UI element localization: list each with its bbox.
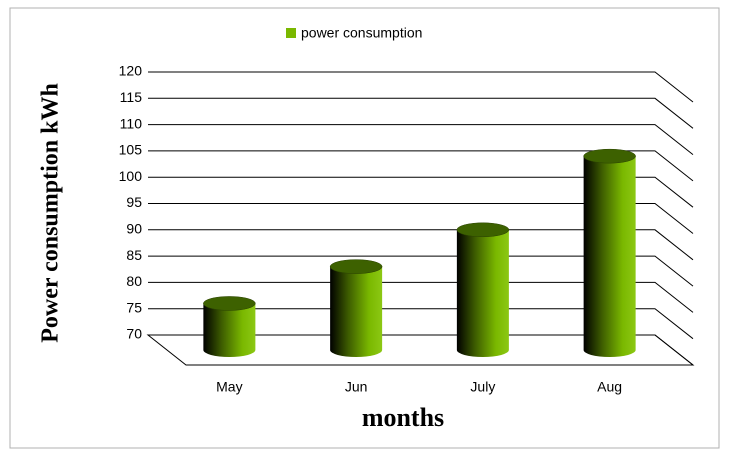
grid-line	[148, 334, 694, 366]
y-tick-label: 90	[126, 221, 142, 237]
x-tick-label: Jun	[345, 379, 368, 395]
y-tick-label: 85	[126, 247, 142, 263]
grid-line	[148, 71, 694, 103]
grid-line	[148, 150, 694, 182]
bar-body	[330, 266, 383, 358]
y-tick-label: 110	[120, 115, 143, 131]
legend: power consumption	[286, 25, 422, 41]
bar	[329, 259, 383, 358]
y-axis-title: Power consumption kWh	[38, 83, 64, 343]
grid-line	[148, 281, 694, 313]
y-tick-label: 80	[126, 273, 142, 289]
bar	[456, 222, 510, 358]
grid-line	[148, 308, 694, 340]
y-tick-label: 115	[120, 89, 143, 105]
y-tick-label: 75	[126, 299, 142, 315]
grid-line	[148, 97, 694, 129]
bar-top	[329, 259, 383, 274]
grid-line	[148, 255, 694, 287]
legend-label: power consumption	[301, 25, 422, 41]
bar-top	[456, 222, 510, 238]
bar-body	[583, 156, 636, 358]
x-tick-label: Aug	[597, 379, 622, 395]
x-tick-label: July	[470, 379, 495, 395]
bar-top	[203, 296, 256, 311]
grid-line	[148, 229, 694, 261]
y-tick-label: 120	[119, 63, 143, 79]
bar-top	[583, 148, 636, 164]
legend-swatch	[286, 28, 296, 38]
y-tick-label: 70	[126, 326, 142, 342]
y-tick-label: 100	[119, 168, 143, 184]
grid-line	[148, 124, 694, 155]
bar	[203, 296, 256, 358]
bar-body	[456, 229, 509, 358]
bar	[583, 148, 636, 358]
grid-line	[148, 203, 694, 234]
grid-line	[148, 176, 694, 208]
x-tick-label: May	[216, 379, 242, 395]
y-tick-label: 105	[119, 142, 143, 158]
bar-body	[203, 303, 256, 358]
y-tick-label: 95	[126, 194, 142, 210]
x-axis-title: months	[362, 403, 444, 432]
